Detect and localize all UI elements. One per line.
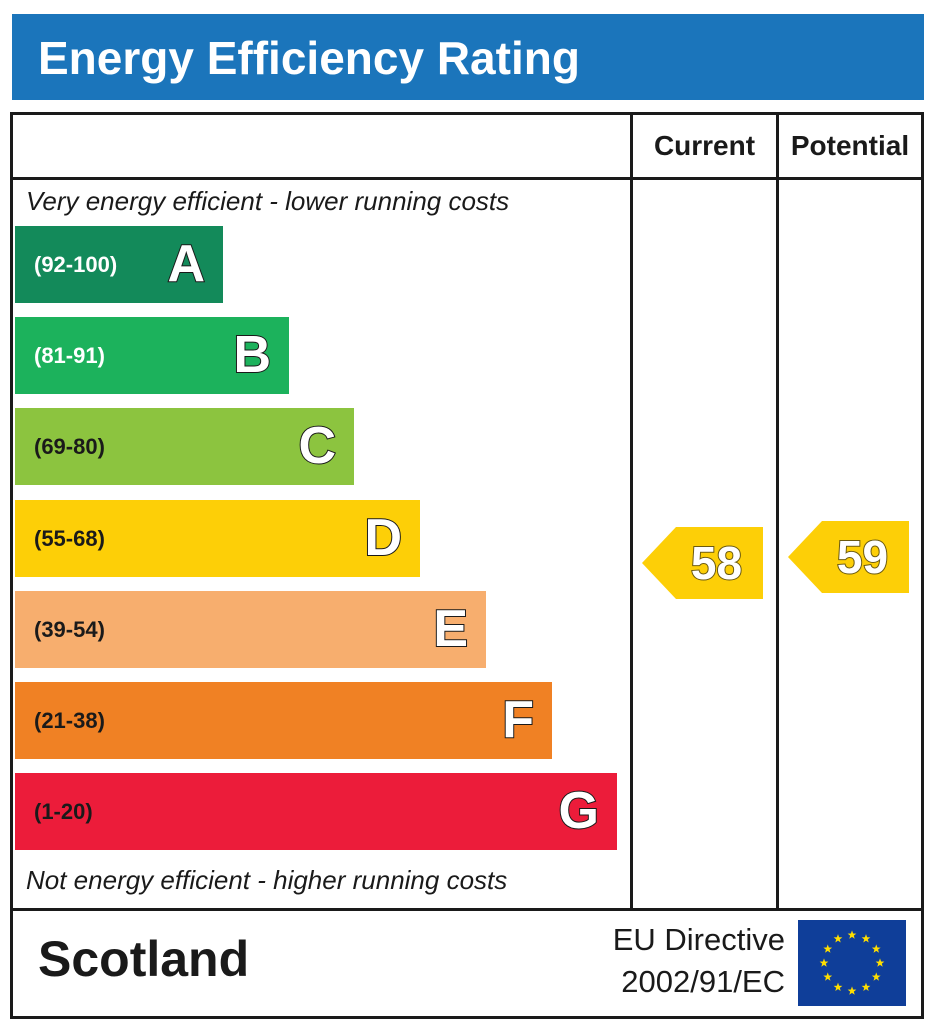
band-letter: D	[363, 508, 403, 568]
eu-star-icon	[847, 986, 857, 995]
band-letter: C	[297, 416, 337, 476]
band-f: (21-38) F	[15, 682, 552, 759]
band-range-label: (81-91)	[34, 343, 105, 368]
band-b: (81-91) B	[15, 317, 289, 394]
eu-flag-icon	[798, 920, 906, 1006]
potential-column-divider	[776, 112, 779, 910]
eu-star-icon	[833, 982, 843, 991]
band-range-label: (55-68)	[34, 526, 105, 551]
arrow-fill	[788, 521, 909, 593]
band-range-label: (92-100)	[34, 252, 118, 277]
band-c: (69-80) C	[15, 408, 354, 485]
arrow-shape	[788, 521, 909, 593]
eu-star-icon	[819, 958, 829, 967]
eu-star-icon	[833, 934, 843, 943]
potential-rating-marker: 59	[788, 521, 909, 593]
band-e: (39-54) E	[15, 591, 486, 668]
bottom-note: Not energy efficient - higher running co…	[26, 865, 508, 895]
eu-star-icon	[847, 930, 857, 939]
current-rating-marker: 58	[642, 527, 763, 599]
top-note: Very energy efficient - lower running co…	[26, 186, 510, 216]
eu-star-icon	[871, 972, 881, 981]
eu-star-icon	[823, 944, 833, 953]
eu-star-icon	[861, 982, 871, 991]
band-a: (92-100) A	[15, 226, 223, 303]
eu-stars-icon	[819, 930, 885, 995]
arrow-shape	[642, 527, 763, 599]
eu-directive-number: 2002/91/EC	[621, 964, 785, 999]
current-column-header: Current	[653, 130, 756, 161]
potential-rating-value: 59	[836, 530, 889, 584]
eu-star-icon	[823, 972, 833, 981]
title-bar: Energy Efficiency Rating	[12, 14, 924, 100]
band-range-label: (1-20)	[34, 799, 93, 824]
band-d: (55-68) D	[15, 500, 420, 577]
band-letter: F	[501, 690, 535, 750]
band-g: (1-20) G	[15, 773, 617, 850]
band-letter: A	[166, 234, 206, 294]
footer-divider	[10, 908, 924, 911]
region-label: Scotland	[38, 931, 250, 987]
eu-star-icon	[861, 934, 871, 943]
rating-table-frame	[10, 112, 924, 1019]
potential-column-header: Potential	[790, 130, 910, 161]
eu-star-icon	[875, 958, 885, 967]
band-range-label: (39-54)	[34, 617, 105, 642]
band-range-label: (21-38)	[34, 708, 105, 733]
current-rating-value: 58	[690, 536, 743, 590]
eu-directive-label: EU Directive	[612, 922, 785, 957]
chart-title: Energy Efficiency Rating	[38, 32, 580, 84]
eu-star-icon	[871, 944, 881, 953]
band-range-label: (69-80)	[34, 434, 105, 459]
band-letter: B	[232, 325, 272, 385]
band-letter: E	[432, 599, 469, 659]
header-divider	[10, 177, 924, 180]
band-letter: G	[558, 781, 600, 841]
arrow-fill	[642, 527, 763, 599]
current-column-divider	[630, 112, 633, 910]
